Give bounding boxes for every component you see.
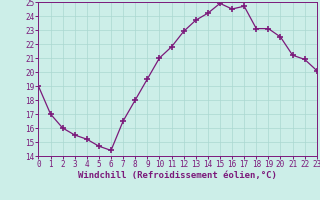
X-axis label: Windchill (Refroidissement éolien,°C): Windchill (Refroidissement éolien,°C) (78, 171, 277, 180)
